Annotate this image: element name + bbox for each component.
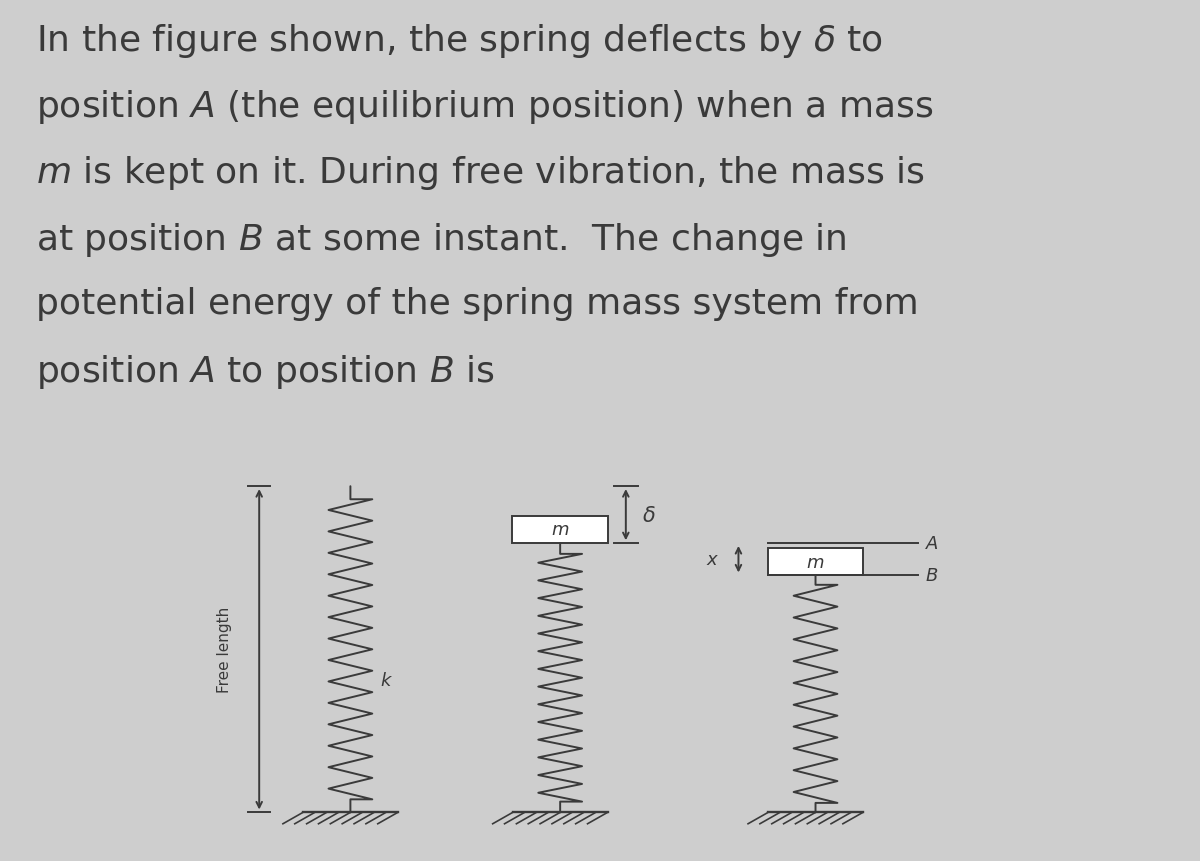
Text: In the figure shown, the spring deflects by $\delta$ to: In the figure shown, the spring deflects… — [36, 22, 883, 59]
Text: $A$: $A$ — [925, 535, 940, 553]
Text: $m$ is kept on it. During free vibration, the mass is: $m$ is kept on it. During free vibration… — [36, 154, 925, 192]
Text: Free length: Free length — [217, 606, 232, 692]
Text: at position $B$ at some instant.  The change in: at position $B$ at some instant. The cha… — [36, 220, 847, 258]
Text: $x$: $x$ — [707, 550, 720, 568]
Text: position $A$ (the equilibrium position) when a mass: position $A$ (the equilibrium position) … — [36, 88, 934, 126]
Bar — [512, 517, 608, 543]
Text: $m$: $m$ — [806, 553, 824, 571]
Text: position $A$ to position $B$ is: position $A$ to position $B$ is — [36, 353, 494, 391]
Text: $\delta$: $\delta$ — [642, 505, 656, 525]
Bar — [768, 548, 864, 576]
Text: $k$: $k$ — [379, 671, 392, 689]
Text: $B$: $B$ — [925, 567, 938, 585]
Text: potential energy of the spring mass system from: potential energy of the spring mass syst… — [36, 287, 919, 320]
Text: $m$: $m$ — [551, 521, 569, 539]
